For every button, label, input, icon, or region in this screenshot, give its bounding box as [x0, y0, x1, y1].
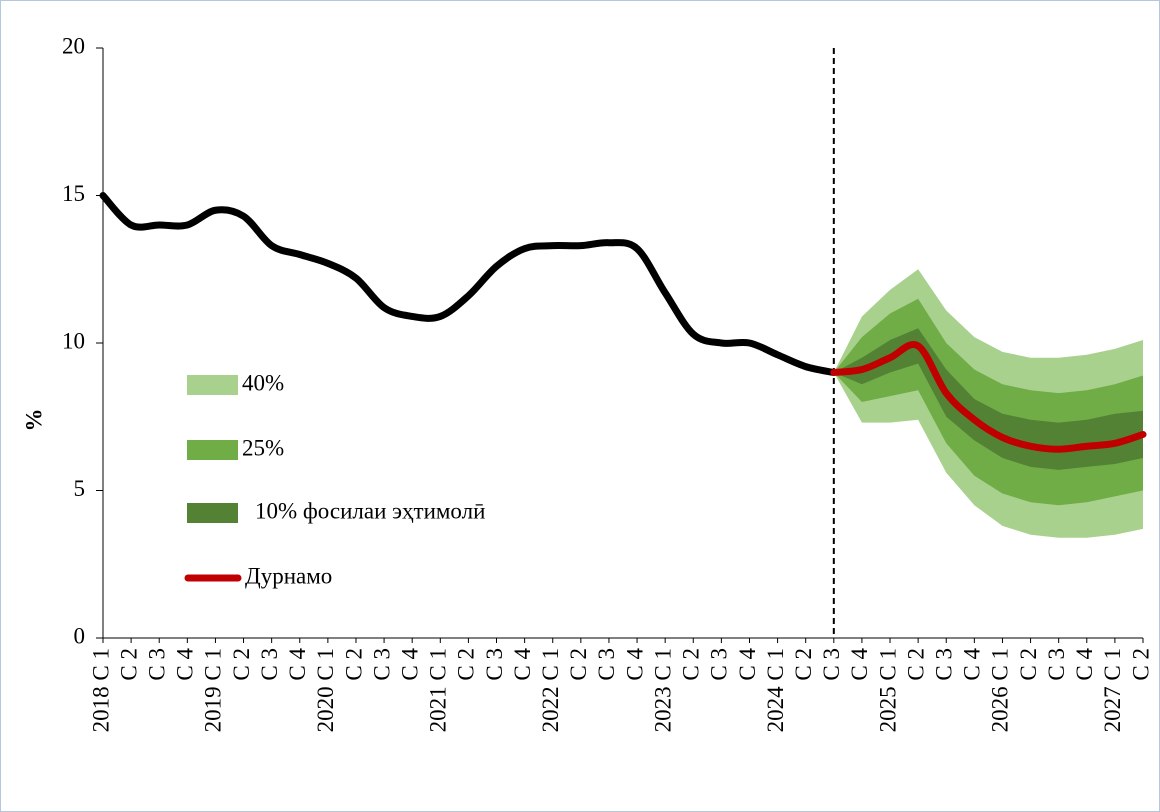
x-tick-label: С 3 — [144, 648, 169, 681]
x-tick-label: С 2 — [116, 648, 141, 681]
y-tick-label: 0 — [74, 623, 86, 648]
x-tick-label: С 2 — [1128, 648, 1153, 681]
x-tick-label: 2027 С 1 — [1100, 648, 1125, 732]
x-tick-label: С 2 — [229, 648, 254, 681]
y-tick-label: 15 — [62, 181, 85, 206]
x-tick-label: С 4 — [847, 648, 872, 681]
legend-label: 25% — [242, 435, 284, 460]
x-tick-label: С 3 — [819, 648, 844, 681]
x-tick-label: С 2 — [454, 648, 479, 681]
x-tick-label: 2021 С 1 — [426, 648, 451, 732]
x-tick-label: 2026 С 1 — [988, 648, 1013, 732]
y-axis-label: % — [21, 409, 46, 432]
x-tick-label: 2020 С 1 — [313, 648, 338, 732]
x-tick-label: С 3 — [1044, 648, 1069, 681]
legend-swatch — [187, 375, 238, 395]
x-tick-label: 2019 С 1 — [201, 648, 226, 732]
x-tick-label: С 2 — [566, 648, 591, 681]
x-tick-label: С 3 — [707, 648, 732, 681]
x-tick-label: С 4 — [397, 648, 422, 681]
x-tick-label: С 4 — [622, 648, 647, 681]
x-tick-label: С 3 — [257, 648, 282, 681]
x-tick-label: С 4 — [173, 648, 198, 681]
x-tick-label: 2018 С 1 — [88, 648, 113, 732]
x-tick-label: С 4 — [960, 648, 985, 681]
legend-label: 10% фосилаи эҳтимолӣ — [255, 498, 485, 523]
x-tick-label: 2025 С 1 — [875, 648, 900, 732]
x-tick-label: С 2 — [1016, 648, 1041, 681]
x-tick-label: С 3 — [932, 648, 957, 681]
legend-label: 40% — [242, 370, 284, 395]
x-tick-label: 2022 С 1 — [538, 648, 563, 732]
x-tick-label: С 4 — [1072, 648, 1097, 681]
x-tick-label: С 4 — [285, 648, 310, 681]
x-tick-label: С 3 — [482, 648, 507, 681]
x-tick-label: С 3 — [594, 648, 619, 681]
forecast-line — [830, 341, 1147, 453]
x-tick-label: С 4 — [510, 648, 535, 681]
x-tick-label: С 2 — [903, 648, 928, 681]
legend-swatch — [187, 503, 238, 523]
y-tick-label: 5 — [74, 476, 86, 501]
x-tick-label: С 3 — [369, 648, 394, 681]
fan-band — [833, 328, 1143, 470]
x-tick-label: 2024 С 1 — [763, 648, 788, 732]
x-tick-label: С 2 — [341, 648, 366, 681]
actual-line — [99, 192, 838, 376]
x-tick-label: 2023 С 1 — [650, 648, 675, 732]
y-tick-label: 20 — [62, 33, 85, 58]
x-tick-label: С 4 — [735, 648, 760, 681]
legend-swatch — [187, 440, 238, 460]
y-tick-label: 10 — [62, 328, 85, 353]
x-tick-label: С 2 — [679, 648, 704, 681]
legend-label: Дурнамо — [245, 563, 332, 588]
x-tick-label: С 2 — [791, 648, 816, 681]
